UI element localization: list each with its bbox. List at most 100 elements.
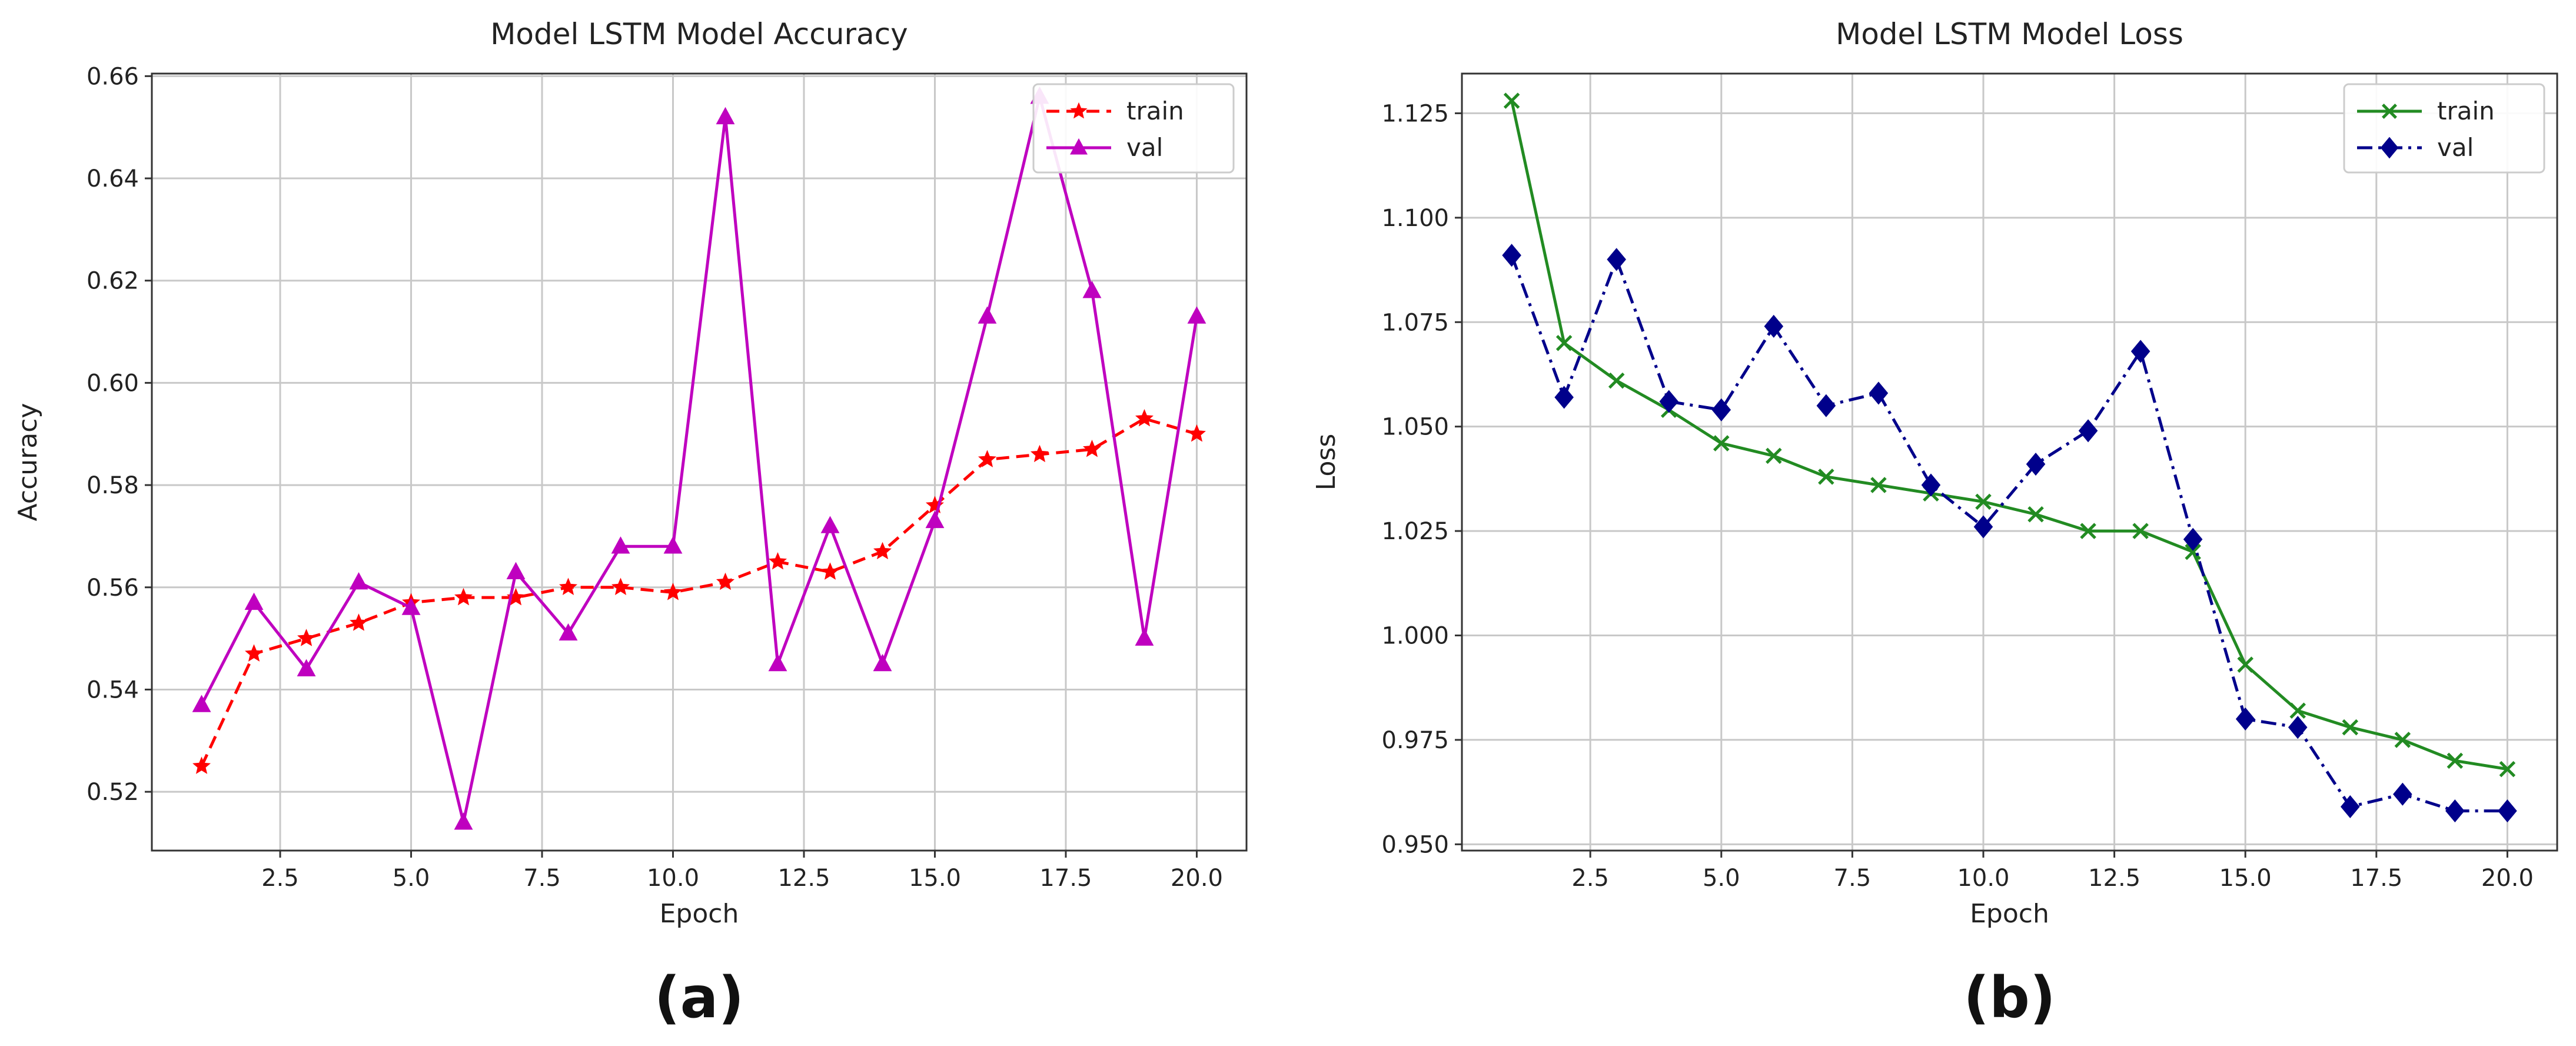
y-tick-label: 1.050 <box>1381 414 1449 441</box>
data-point-train <box>768 552 787 570</box>
y-tick-label: 1.000 <box>1381 623 1449 650</box>
series-val <box>1502 244 2517 823</box>
y-axis-label: Accuracy <box>13 403 43 522</box>
series-train <box>1503 92 2516 778</box>
legend-label-train: train <box>1126 97 1184 125</box>
data-point-train <box>2447 752 2464 769</box>
subfigure-label: (a) <box>654 965 744 1031</box>
chart-panel-accuracy: 2.5 5.0 7.5 10.0 12.5 15.0 17.5 20.0 0.52 0.54 0.5… <box>13 17 1248 1031</box>
data-point-val <box>925 510 945 529</box>
data-point-val <box>2288 716 2308 739</box>
x-tick-label: 17.5 <box>1039 865 1092 892</box>
data-point-train <box>978 450 996 467</box>
data-point-val <box>559 623 578 641</box>
data-point-train <box>2132 523 2149 539</box>
y-tick-label: 0.66 <box>87 63 139 90</box>
y-tick-label: 0.58 <box>87 472 139 499</box>
data-point-val <box>1502 244 1521 267</box>
series-train <box>192 409 1206 774</box>
data-point-val <box>401 597 421 615</box>
legend-marker-val <box>2380 137 2399 159</box>
data-point-train <box>297 629 316 646</box>
data-point-val <box>2393 782 2412 806</box>
y-tick-label: 0.54 <box>87 676 139 703</box>
y-tick-label: 1.125 <box>1381 100 1449 127</box>
data-point-val <box>2445 799 2465 823</box>
y-tick-label: 0.56 <box>87 575 139 602</box>
data-point-train <box>1135 409 1154 427</box>
data-point-train <box>2289 702 2306 719</box>
data-point-val <box>1607 248 1626 271</box>
data-point-train <box>1187 424 1206 442</box>
series-val <box>192 86 1206 830</box>
axes-frame <box>151 72 1248 852</box>
data-point-val <box>192 695 211 712</box>
data-point-train <box>559 577 578 595</box>
data-point-val <box>820 516 840 533</box>
series-line-train <box>200 417 1198 767</box>
x-tick-label: 10.0 <box>647 865 699 892</box>
x-axis-label: Epoch <box>660 899 739 929</box>
legend-marker-train <box>1070 102 1088 119</box>
legend-label-val: val <box>1126 133 1163 162</box>
data-point-train <box>1975 493 1992 510</box>
x-tick-label: 5.0 <box>1703 865 1740 892</box>
data-point-train <box>1818 469 1834 485</box>
data-point-val <box>454 812 473 830</box>
data-point-val <box>2026 452 2046 476</box>
data-point-val <box>1082 280 1102 298</box>
y-tick-label: 0.52 <box>87 779 139 806</box>
data-point-train <box>1713 435 1730 451</box>
legend: train val <box>1032 83 1235 174</box>
data-point-train <box>1870 477 1887 493</box>
data-point-train <box>350 613 368 631</box>
data-point-train <box>2027 506 2044 523</box>
data-point-train <box>873 542 892 560</box>
data-point-train <box>2185 543 2201 560</box>
data-point-val <box>1554 386 1574 409</box>
y-tick-label: 0.60 <box>87 370 139 397</box>
data-point-val <box>978 306 997 324</box>
legend-marker-val <box>1070 138 1088 155</box>
data-point-train <box>192 756 211 774</box>
data-point-train <box>1555 334 1573 351</box>
y-tick-label: 0.62 <box>87 268 139 295</box>
y-tick-label: 0.950 <box>1381 831 1449 858</box>
data-point-val <box>1816 394 1836 417</box>
data-point-val <box>2130 340 2150 363</box>
x-tick-label: 15.0 <box>2219 865 2272 892</box>
data-point-train <box>1608 372 1625 389</box>
y-tick-label: 1.100 <box>1381 205 1449 232</box>
series-line-train <box>1510 100 2508 771</box>
legend-label-train: train <box>2437 97 2495 125</box>
data-point-train <box>820 562 840 580</box>
data-point-train <box>1503 92 1520 109</box>
data-point-val <box>349 572 368 590</box>
x-tick-label: 7.5 <box>523 865 561 892</box>
plot-area <box>1462 74 2557 851</box>
y-tick-label: 0.64 <box>87 165 139 192</box>
x-tick-label: 17.5 <box>2350 865 2402 892</box>
data-point-train <box>1766 447 1782 464</box>
data-point-val <box>1973 515 1993 539</box>
legend: train val <box>2343 83 2545 174</box>
legend-label-val: val <box>2437 133 2474 162</box>
chart-title: Model LSTM Model Accuracy <box>490 17 908 51</box>
data-point-val <box>1711 398 1731 421</box>
chart-title: Model LSTM Model Loss <box>1836 17 2183 51</box>
data-point-train <box>1082 439 1101 457</box>
x-tick-label: 15.0 <box>909 865 961 892</box>
chart-panel-loss: 2.5 5.0 7.5 10.0 12.5 15.0 17.5 20.0 0.950 0.975 1… <box>1311 17 2558 1031</box>
data-point-train <box>454 587 473 606</box>
data-point-train <box>2080 523 2096 539</box>
axes-frame <box>1461 72 2558 852</box>
data-point-train <box>1030 444 1049 463</box>
data-point-val <box>2183 527 2203 551</box>
x-tick-label: 2.5 <box>1571 865 1609 892</box>
data-point-val <box>873 653 892 672</box>
data-point-val <box>506 562 526 579</box>
data-point-val <box>244 592 264 610</box>
data-point-val <box>1659 390 1679 413</box>
data-point-train <box>716 572 735 590</box>
